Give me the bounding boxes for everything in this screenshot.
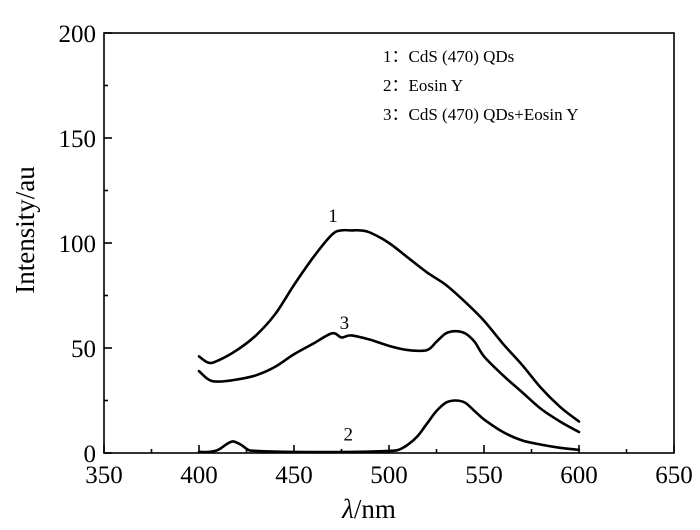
y-tick-label: 50 <box>71 336 96 363</box>
series-line-2 <box>197 399 581 454</box>
x-tick-labels: 350 400 450 500 550 600 650 <box>85 462 693 489</box>
x-tick-label: 550 <box>465 462 503 489</box>
x-tick-label: 400 <box>180 462 218 489</box>
y-tick-label: 100 <box>59 231 97 258</box>
x-axis-symbol: λ <box>341 494 354 524</box>
series-line-1 <box>197 228 581 423</box>
x-tick-label: 500 <box>370 462 408 489</box>
y-tick-label: 0 <box>84 441 97 468</box>
y-tick-label: 200 <box>59 21 97 48</box>
curve-label-2: 2 <box>343 424 353 445</box>
x-axis-title: λ/nm <box>341 494 396 524</box>
series-layer <box>197 228 581 454</box>
x-axis-unit: /nm <box>354 494 396 524</box>
legend: 1：CdS (470) QDs 2：Eosin Y 3：CdS (470) QD… <box>383 47 579 124</box>
curve-label-3: 3 <box>340 313 350 334</box>
series-line-3 <box>197 329 581 434</box>
legend-entry-3: 3：CdS (470) QDs+Eosin Y <box>383 105 579 124</box>
y-tick-label: 150 <box>59 126 97 153</box>
x-tick-label: 650 <box>655 462 693 489</box>
legend-entry-1: 1：CdS (470) QDs <box>383 47 514 66</box>
x-tick-label: 350 <box>85 462 123 489</box>
y-tick-labels: 0 50 100 150 200 <box>59 21 97 468</box>
y-axis-title: Intensity/au <box>10 166 40 294</box>
curve-labels: 1 3 2 <box>328 206 353 445</box>
x-tick-label: 600 <box>560 462 598 489</box>
plot-frame <box>103 32 675 454</box>
curve-label-1: 1 <box>328 206 338 227</box>
legend-entry-2: 2：Eosin Y <box>383 76 463 95</box>
x-tick-label: 450 <box>275 462 313 489</box>
